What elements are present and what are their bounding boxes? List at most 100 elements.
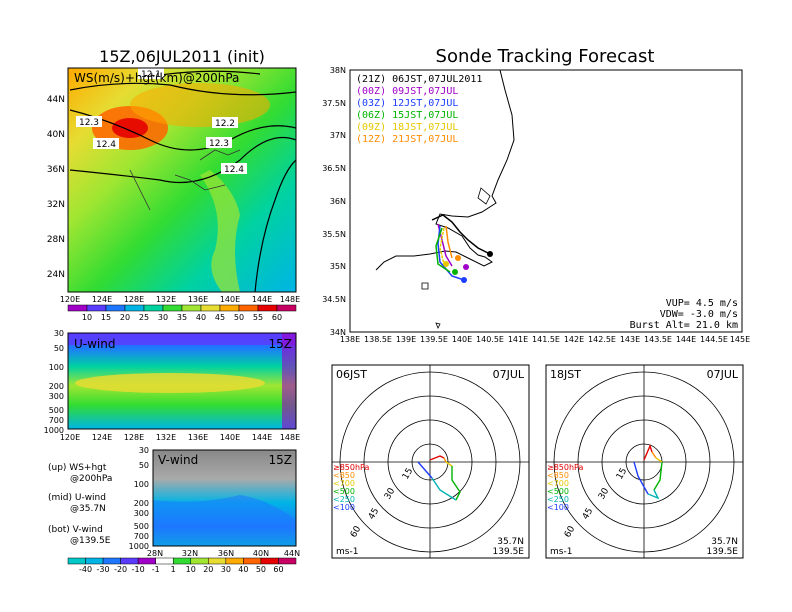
level-label: <850 <box>547 471 569 480</box>
y-tick-label: 50 <box>54 344 64 353</box>
main-map-x-ticks: 120E 124E 128E 132E 136E 140E 144E 148E <box>60 295 300 304</box>
note-line: (up) WS+hgt <box>48 463 107 473</box>
svg-text:12.3: 12.3 <box>209 139 229 149</box>
x-tick-label: 124E <box>92 295 112 304</box>
svg-text:12.1: 12.1 <box>141 70 161 80</box>
colorbar-swatch <box>276 304 297 312</box>
hodograph-06jst: 15 30 45 60 06JST 07JUL 35.7N 139.5E ms-… <box>331 364 530 559</box>
colorbar-label: 20 <box>120 313 130 322</box>
track-end-00z <box>463 264 469 270</box>
y-tick-label: 500 <box>134 522 149 531</box>
colorbar-label: -20 <box>114 565 127 574</box>
x-tick-label: 40N <box>253 549 269 558</box>
uv-colorbar: -40 -30 -20 -10 -1 1 10 20 30 40 50 60 <box>67 557 297 574</box>
legend-entry: (00Z) 09JST,07JUL <box>356 86 458 97</box>
coastline <box>129 149 241 211</box>
colorbar-swatch <box>172 557 192 565</box>
x-tick-label: 138E <box>340 335 360 344</box>
colorbar-label: 35 <box>177 313 187 322</box>
colorbar-swatch <box>137 557 156 565</box>
x-tick-label: 140E <box>220 295 240 304</box>
colorbar-label: -1 <box>152 565 160 574</box>
colorbar-swatch <box>86 304 107 312</box>
y-tick-label: 200 <box>49 382 64 391</box>
colorbar-label: 40 <box>196 313 206 322</box>
level-label: <250 <box>547 495 569 504</box>
y-tick-label: 36N <box>330 197 346 206</box>
y-tick-label: 30 <box>139 446 149 455</box>
x-tick-label: 138.5E <box>364 335 392 344</box>
note-line: @35.7N <box>70 504 106 514</box>
x-tick-label: 139.5E <box>420 335 448 344</box>
hodo-time: 18JST <box>550 368 581 381</box>
coastline <box>375 69 515 271</box>
x-tick-label: 140.5E <box>476 335 504 344</box>
y-tick-label: 35.5N <box>322 230 346 239</box>
u-wind-x-ticks: 120E 124E 128E 132E 136E 140E 144E 148E <box>60 433 300 442</box>
x-tick-label: 142E <box>564 335 584 344</box>
contour-line <box>69 109 297 151</box>
main-map-field-label: WS(m/s)+hgt(km)@200hPa <box>74 71 239 85</box>
x-tick-label: 132E <box>156 433 176 442</box>
level-label: <700 <box>547 479 569 488</box>
legend-entry: (03Z) 12JST,07JUL <box>356 98 458 109</box>
y-tick-label: 36N <box>47 165 65 175</box>
colorbar-label: 1 <box>171 565 176 574</box>
colorbar-swatch <box>208 557 227 565</box>
islands <box>421 282 441 329</box>
colorbar-label: 20 <box>203 565 213 574</box>
x-tick-label: 143.5E <box>644 335 672 344</box>
track-21z <box>431 214 491 255</box>
hodo-trace-100 <box>633 461 649 495</box>
x-tick-label: 144.5E <box>700 335 728 344</box>
colorbar-swatch <box>219 304 240 312</box>
y-tick-label: 44N <box>47 95 65 105</box>
x-tick-label: 136E <box>188 295 208 304</box>
hodo-trace-700 <box>445 461 453 467</box>
x-tick-label: 141E <box>508 335 528 344</box>
colorbar-swatch <box>243 557 262 565</box>
colorbar-swatch <box>200 304 221 312</box>
y-tick-label: 24N <box>47 270 65 280</box>
jet-band <box>130 83 270 127</box>
x-tick-label: 142.5E <box>588 335 616 344</box>
x-tick-label: 144E <box>252 295 272 304</box>
v-wind-y-ticks: 30 50 100 200 300 500 700 1000 <box>129 446 149 551</box>
colorbar-label: 10 <box>82 313 92 322</box>
svg-text:12.2: 12.2 <box>215 119 235 129</box>
hodo-lon: 139.5E <box>493 547 525 557</box>
colorbar-label: 50 <box>234 313 244 322</box>
ring-label: 45 <box>367 507 381 522</box>
hodo-trace-250 <box>431 477 457 501</box>
ring-label: 15 <box>401 467 415 482</box>
x-tick-label: 120E <box>60 433 80 442</box>
track-end-09z <box>443 261 449 267</box>
x-tick-label: 32N <box>182 549 198 558</box>
y-tick-label: 100 <box>49 363 64 372</box>
colorbar-swatch <box>102 557 121 565</box>
svg-text:12.4: 12.4 <box>96 140 116 150</box>
colorbar-label: -30 <box>97 565 110 574</box>
hodo-trace-sfc <box>643 444 653 461</box>
x-tick-label: 143E <box>620 335 640 344</box>
hodo-level-legend: ≥850hPa <850 <700 <500 <250 <100 <box>333 463 370 512</box>
u-wind-time: 15Z <box>269 337 293 351</box>
coastline <box>477 187 491 205</box>
x-tick-label: 136E <box>188 433 208 442</box>
level-label: ≥850hPa <box>547 463 584 472</box>
hodo-date: 07JUL <box>707 368 739 381</box>
colorbar-swatch <box>105 304 126 312</box>
x-tick-label: 132E <box>156 295 176 304</box>
u-wind-label: U-wind <box>74 337 115 351</box>
x-tick-label: 128E <box>124 295 144 304</box>
wind-tongue <box>200 170 240 292</box>
y-tick-label: 200 <box>134 499 149 508</box>
y-tick-label: 37.5N <box>322 99 346 108</box>
tracking-title: Sonde Tracking Forecast <box>436 46 655 67</box>
colorbar-label: 45 <box>215 313 225 322</box>
hodo-date: 07JUL <box>493 368 525 381</box>
vup-readout: VUP= 4.5 m/s <box>666 298 738 309</box>
y-tick-label: 34N <box>330 328 346 337</box>
legend-entry: (12Z) 21JST,07JUL <box>356 134 458 145</box>
